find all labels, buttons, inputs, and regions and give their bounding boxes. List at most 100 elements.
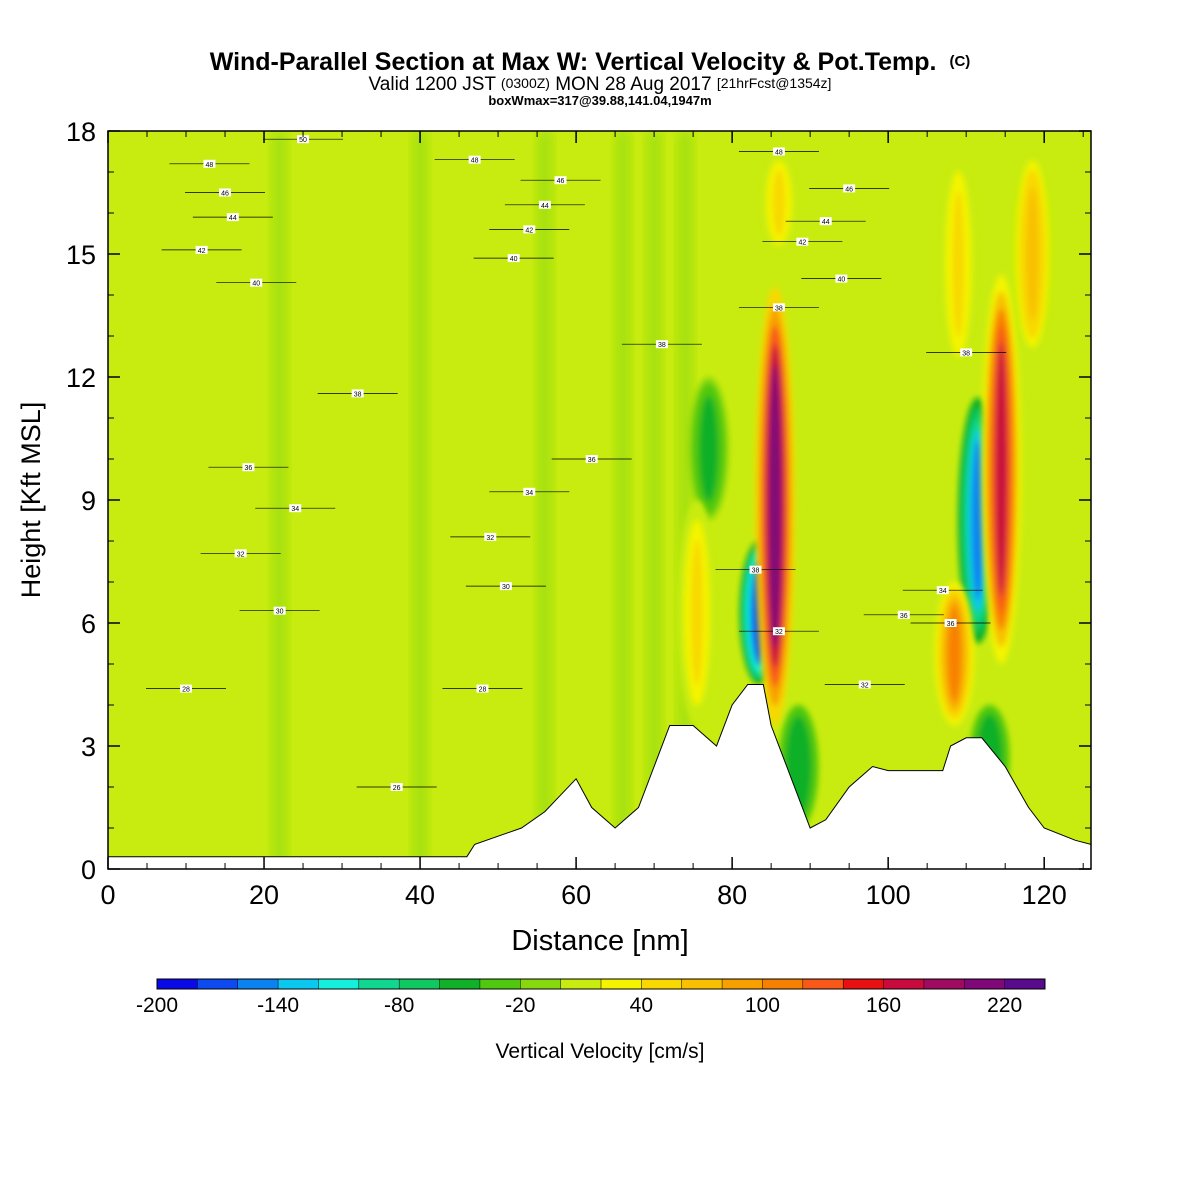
theta-label-5: 32 [237, 551, 245, 558]
theta-label-bg-15 [944, 619, 957, 627]
theta-label-34: 48 [471, 158, 479, 165]
y-tick-label-4: 12 [66, 363, 96, 393]
colorbar-tick-label-5: 100 [745, 994, 780, 1017]
chart-title: Wind-Parallel Section at Max W: Vertical… [210, 48, 971, 76]
theta-label-26: 42 [798, 240, 806, 247]
colorbar-swatch-3 [278, 979, 319, 989]
theta-label-32: 46 [845, 186, 853, 193]
theta-label-bg-17 [655, 340, 668, 349]
colorbar-swatch-0 [157, 979, 198, 989]
colorbar-swatch-21 [1004, 979, 1046, 989]
colorbar-swatch-4 [318, 979, 360, 989]
colorbar-tick-label-4: 40 [630, 994, 653, 1017]
theta-label-bg-12 [242, 463, 255, 472]
terrain [108, 684, 1091, 869]
theta-label-bg-11 [936, 586, 949, 595]
theta-label-18: 38 [962, 350, 970, 357]
theta-label-16: 38 [354, 391, 362, 398]
background-streak-2 [538, 131, 551, 869]
theta-label-33: 48 [206, 162, 214, 169]
theta-label-bg-7 [858, 680, 871, 689]
subtitle-zulu: (0300Z) [501, 75, 550, 91]
theta-label-23: 40 [837, 277, 845, 284]
y-axis-label: Height [Kft MSL] [16, 402, 46, 599]
theta-label-bg-1 [180, 684, 193, 693]
theta-label-0: 26 [393, 785, 401, 792]
terrain-outline [108, 684, 1091, 858]
downdraft-2-band-4 [702, 402, 715, 496]
colorbar-tick-label-3: -20 [505, 994, 535, 1017]
theta-label-7: 32 [861, 683, 869, 690]
theta-label-21: 40 [252, 281, 260, 288]
velocity-field [273, 131, 1053, 869]
theta-label-3: 30 [276, 609, 284, 616]
theta-label-13: 36 [588, 457, 596, 464]
colorbar-swatch-7 [439, 979, 481, 989]
background-streak-4 [648, 131, 661, 869]
subtitle-forecast: [21hrFcst@1354z] [717, 75, 832, 91]
theta-label-35: 48 [775, 150, 783, 157]
updraft-4-band-4 [691, 539, 704, 687]
theta-label-bg-30 [219, 188, 232, 197]
colorbar-tick-label-0: -200 [136, 994, 178, 1017]
colorbar-swatch-2 [237, 979, 279, 989]
y-tick-label-3: 9 [81, 486, 96, 516]
colorbar-swatch-10 [560, 979, 602, 989]
x-tick-label-6: 120 [1022, 880, 1067, 910]
x-tick-label-4: 80 [717, 880, 747, 910]
theta-label-29: 44 [822, 219, 830, 226]
theta-contours: 26 28 28 30 30 32 32 32 32 34 34 34 36 36 36 36 38 38 38 38… [146, 135, 1007, 792]
updraft-4 [677, 500, 718, 726]
colorbar-swatch-15 [762, 979, 804, 989]
theta-label-bg-8 [772, 627, 785, 636]
updraft-0 [755, 286, 796, 726]
theta-label-bg-29 [819, 217, 832, 226]
colorbar-swatch-13 [681, 979, 723, 989]
plot-background [108, 131, 1091, 869]
theta-label-bg-31 [554, 176, 567, 185]
colorbar-swatch-16 [802, 979, 844, 989]
updraft-3 [1012, 151, 1053, 357]
colorbar-swatch-8 [479, 979, 521, 989]
colorbar-tick-label-6: 160 [866, 994, 901, 1017]
y-tick-label-2: 6 [81, 609, 96, 639]
theta-label-1: 28 [182, 687, 190, 694]
theta-label-bg-3 [273, 606, 286, 615]
y-tick-label-6: 18 [66, 117, 96, 147]
updraft-1-band-4 [995, 342, 1008, 596]
theta-label-bg-33 [203, 159, 216, 168]
y-tick-label-5: 15 [66, 240, 96, 270]
subtitle-valid: Valid 1200 JST [369, 74, 497, 95]
theta-label-20: 38 [775, 305, 783, 312]
theta-label-12: 36 [245, 465, 253, 472]
theta-label-4: 30 [502, 584, 510, 591]
colorbar-tick-label-7: 220 [987, 994, 1022, 1017]
colorbar-swatch-14 [722, 979, 763, 989]
theta-label-bg-0 [390, 783, 403, 791]
downdraft-2 [688, 377, 729, 521]
theta-label-31: 46 [557, 178, 565, 185]
theta-label-36: 50 [299, 137, 307, 144]
theta-label-bg-2 [476, 684, 489, 693]
chart-title-mark: (C) [949, 53, 970, 70]
theta-label-bg-36 [297, 135, 310, 144]
colorbar-swatch-1 [197, 979, 239, 989]
theta-label-28: 44 [541, 203, 549, 210]
theta-label-2: 28 [479, 687, 487, 694]
theta-label-bg-21 [250, 278, 263, 287]
theta-label-30: 46 [221, 191, 229, 198]
theta-label-bg-16 [351, 389, 364, 398]
theta-label-bg-23 [835, 274, 848, 283]
x-tick-label-5: 100 [866, 880, 911, 910]
colorbar-swatch-17 [843, 979, 885, 989]
theta-label-19: 38 [752, 568, 760, 575]
colorbar-swatch-19 [923, 979, 965, 989]
updraft-5-band-4 [772, 169, 785, 237]
colorbar-tick-label-2: -80 [384, 994, 414, 1017]
chart-subtitle: Valid 1200 JST (0300Z) MON 28 Aug 2017 [… [369, 72, 832, 95]
updraft-3-band-4 [1026, 187, 1039, 321]
x-tick-label-0: 0 [100, 880, 115, 910]
downdraft-1-band-4 [971, 440, 984, 601]
